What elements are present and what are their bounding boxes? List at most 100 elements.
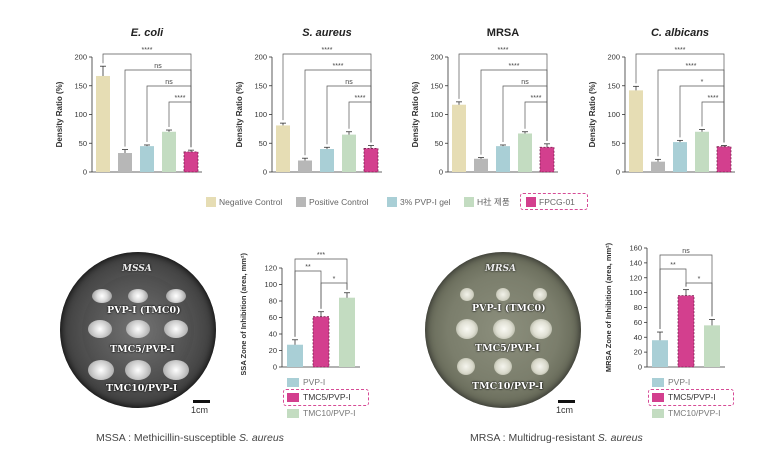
mssa-well — [128, 289, 148, 303]
y-tick-label: 200 — [74, 53, 87, 62]
legend-item-hsa: H社 제품 — [464, 196, 510, 208]
y-tick-label: 100 — [430, 110, 443, 119]
y-tick-label: 100 — [254, 110, 267, 119]
y-tick-label: 160 — [629, 244, 642, 253]
significance-bracket — [348, 101, 372, 143]
saureus-chart: S. aureus 0 50 100 150 200 Density Ratio (%) **… — [235, 27, 382, 177]
legend-swatch-positive — [296, 197, 306, 207]
significance-label: ns — [154, 63, 162, 70]
mrsa-label-tmc10: TMC10/PVP-I — [472, 381, 544, 392]
significance-label: ** — [670, 262, 676, 269]
mssa-well — [164, 320, 188, 338]
significance-label: ns — [521, 79, 529, 86]
bar — [518, 133, 532, 172]
bar — [320, 149, 334, 172]
mssa-well — [92, 289, 112, 303]
mssa-plate-title: MSSA — [122, 264, 152, 274]
legend-item-pvp: 3% PVP-I gel — [387, 196, 451, 208]
mrsa-well — [460, 288, 474, 301]
legend-label-positive: Positive Control — [309, 197, 369, 207]
y-tick-label: 50 — [79, 139, 87, 148]
significance-bracket — [124, 69, 192, 148]
mssa-legend-tmc5: TMC5/PVP-I — [287, 392, 351, 402]
y-tick-label: 40 — [634, 333, 642, 342]
mssa-caption-text: MSSA : Methicillin-susceptible — [96, 432, 239, 444]
bar — [677, 295, 695, 368]
mrsa-label-pvp: PVP-I (TMC0) — [472, 303, 546, 314]
significance-label: **** — [333, 63, 344, 70]
mssa-scale-bar — [193, 400, 210, 403]
mrsa-label-tmc5: TMC5/PVP-I — [475, 343, 540, 354]
legend-item-negative: Negative Control — [206, 196, 282, 208]
bar — [452, 104, 466, 172]
significance-bracket — [701, 101, 725, 143]
y-tick-label: 50 — [435, 139, 443, 148]
y-tick-label: 0 — [273, 363, 277, 372]
significance-bracket — [685, 282, 713, 317]
mrsa-well — [456, 319, 478, 339]
legend-swatch-negative — [206, 197, 216, 207]
bar — [673, 142, 687, 172]
mssa-label-pvp: PVP-I (TMC0) — [107, 305, 181, 316]
y-axis-label: MSSA Zone of Inhibition (area, mm²) — [239, 253, 248, 375]
mrsa-legend-highlight — [648, 389, 734, 406]
y-tick-label: 200 — [254, 53, 267, 62]
bar — [652, 340, 668, 367]
mrsa-legend: PVP-I TMC5/PVP-I TMC10/PVP-I — [648, 376, 738, 424]
significance-label: **** — [355, 95, 366, 102]
legend-swatch-tmc5 — [287, 392, 299, 402]
legend-swatch-pvp — [652, 377, 664, 387]
bar — [183, 151, 199, 173]
mssa-well — [88, 320, 112, 338]
y-axis-label: Density Ratio (%) — [588, 81, 597, 147]
mrsa-caption-species: S. aureus — [597, 432, 643, 444]
mssa-legend-highlight — [283, 389, 369, 406]
y-tick-label: 20 — [269, 346, 277, 355]
mrsa-well — [493, 319, 515, 339]
bar — [496, 146, 510, 172]
mssa-caption: MSSA : Methicillin-susceptible S. aureus — [96, 432, 284, 444]
significance-bracket — [480, 69, 548, 155]
y-tick-label: 120 — [264, 264, 277, 273]
significance-label: **** — [498, 47, 509, 54]
legend-swatch-tmc5 — [652, 392, 664, 402]
legend-swatch-tmc10 — [287, 408, 299, 418]
y-tick-label: 0 — [439, 168, 443, 177]
y-tick-label: 150 — [430, 81, 443, 90]
calbicans-chart: C. albicans 0 50 100 150 200 Density Ratio (%)… — [588, 27, 735, 177]
top-legend: Negative Control Positive Control 3% PVP… — [200, 193, 600, 211]
significance-bracket — [320, 282, 348, 309]
mrsa-legend-pvp: PVP-I — [652, 377, 690, 387]
mrsa-caption: MRSA : Multidrug-resistant S. aureus — [470, 432, 643, 444]
bar — [474, 158, 488, 172]
mssa-zone-chart: 0 20 40 60 80 100 120 MSSA Zone of Inhibition (… — [239, 252, 360, 375]
legend-label-negative: Negative Control — [219, 197, 283, 207]
mrsa-legend-tmc10: TMC10/PVP-I — [652, 408, 720, 418]
mssa-scale-label: 1cm — [191, 405, 209, 415]
mrsa-scale-label: 1cm — [556, 405, 574, 415]
significance-label: **** — [675, 47, 686, 54]
significance-label: **** — [322, 47, 333, 54]
mrsa-legend-label-tmc5: TMC5/PVP-I — [668, 392, 716, 402]
legend-item-positive: Positive Control — [296, 196, 369, 208]
bar — [716, 146, 732, 173]
legend-swatch-hsa — [464, 197, 474, 207]
y-tick-label: 150 — [607, 81, 620, 90]
significance-label: ** — [305, 264, 311, 271]
bar — [363, 148, 379, 173]
y-tick-label: 140 — [629, 258, 642, 267]
significance-label: ns — [682, 248, 690, 255]
y-axis-label: Density Ratio (%) — [411, 81, 420, 147]
mrsa-legend-label-pvp: PVP-I — [668, 377, 691, 387]
mrsa-well — [530, 319, 552, 339]
mssa-label-tmc10: TMC10/PVP-I — [106, 383, 178, 394]
significance-label: **** — [175, 95, 186, 102]
ecoli-chart: E. coli 0 50 100 150 200 Density Ratio (%) ****… — [55, 27, 202, 177]
bar — [312, 316, 330, 368]
mssa-well — [163, 360, 189, 380]
mrsa-legend-tmc5: TMC5/PVP-I — [652, 392, 716, 402]
mssa-well — [126, 320, 150, 338]
bar — [651, 161, 665, 172]
significance-bracket — [524, 101, 548, 141]
